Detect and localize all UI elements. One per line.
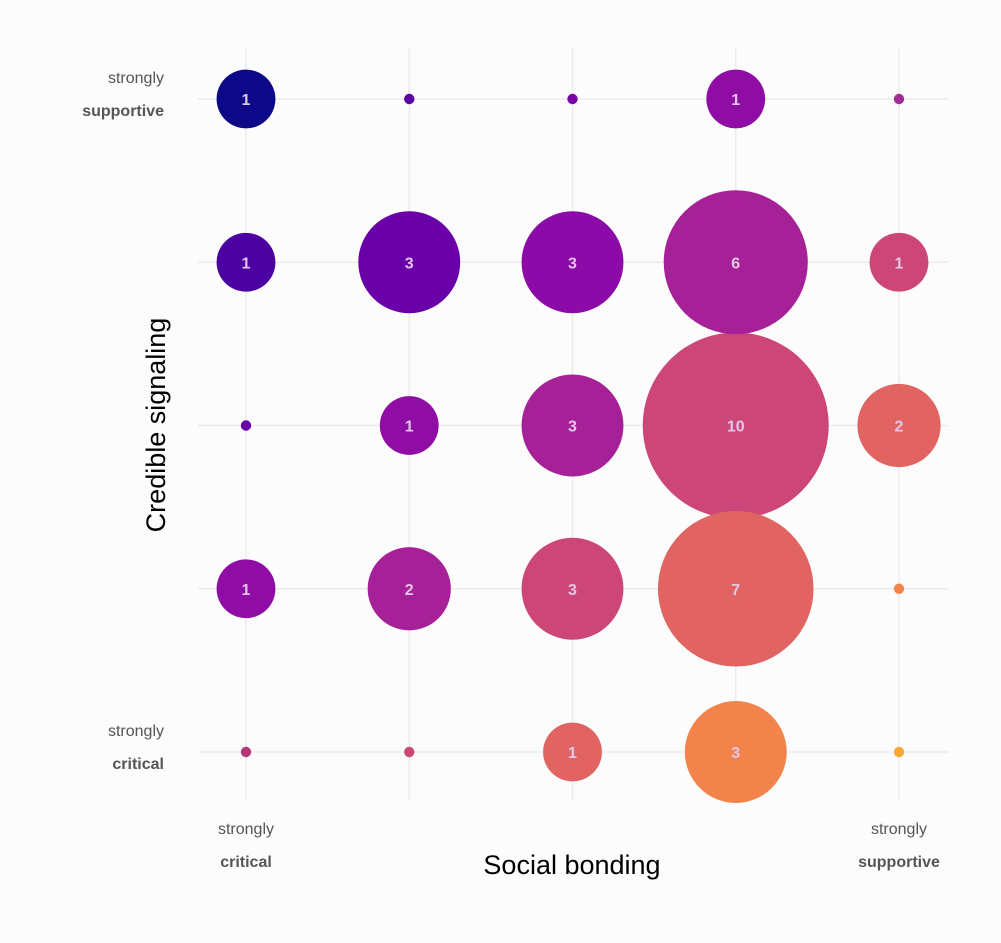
y-bottom-endpoint-line1: strongly [108, 723, 164, 740]
bubble-count-label: 3 [405, 255, 414, 272]
bubble-count-label: 1 [242, 255, 251, 272]
bubble-point [367, 547, 451, 631]
bubble-point [521, 211, 624, 314]
bubble-point [240, 746, 252, 758]
bubble-count-label: 2 [895, 419, 904, 436]
x-left-endpoint-line2: critical [220, 854, 272, 871]
y-bottom-endpoint-line2: critical [112, 756, 164, 773]
bubble-point [893, 93, 905, 105]
bubble-count-label: 7 [731, 582, 740, 599]
x-left-endpoint-line1: strongly [218, 821, 274, 838]
bubble-point [216, 559, 276, 619]
bubble-point [358, 211, 461, 314]
bubble-count-label: 10 [727, 419, 745, 436]
bubble-point [893, 583, 905, 594]
x-right-endpoint-line2: supportive [858, 854, 940, 871]
bubble-point [216, 69, 276, 129]
bubble-point [706, 69, 766, 129]
bubble-count-label: 1 [242, 92, 251, 109]
bubble-point [521, 537, 624, 640]
bubble-point [642, 332, 829, 519]
bubble-count-label: 6 [731, 255, 740, 272]
bubble-count-label: 3 [731, 745, 740, 762]
bubble-count-label: 3 [568, 255, 577, 272]
bubble-point [869, 232, 929, 292]
bubble-point [893, 746, 905, 758]
bubble-point [404, 746, 415, 758]
bubble-point [404, 93, 415, 105]
bubble-point [379, 396, 439, 455]
bubble-count-label: 1 [568, 745, 577, 762]
bubble-count-label: 3 [568, 582, 577, 599]
bubble-count-label: 3 [568, 419, 577, 436]
x-axis-title: Social bonding [483, 850, 660, 880]
bubble-point [567, 93, 578, 105]
bubble-count-label: 1 [405, 419, 414, 436]
y-top-endpoint-line2: supportive [82, 103, 164, 120]
bubble-point [216, 232, 276, 292]
bubble-point [657, 510, 814, 667]
bubble-point [543, 722, 602, 782]
bubble-count-label: 1 [731, 92, 740, 109]
bubble-labels: 1 1 1 3 3 6 1 1 3 10 2 1 2 3 7 1 3 [242, 92, 904, 762]
bubble-count-label: 2 [405, 582, 414, 599]
bubble-point [240, 420, 252, 431]
bubble-count-label: 1 [242, 582, 251, 599]
x-right-endpoint-line1: strongly [871, 821, 927, 838]
y-top-endpoint-line1: strongly [108, 70, 164, 87]
bubble-point [663, 190, 808, 335]
bubbles [216, 69, 941, 803]
y-axis-title: Credible signaling [141, 318, 171, 533]
bubble-point [521, 374, 624, 477]
bubble-point [684, 701, 787, 803]
bubble-count-label: 1 [895, 255, 904, 272]
bubble-point [857, 383, 941, 468]
